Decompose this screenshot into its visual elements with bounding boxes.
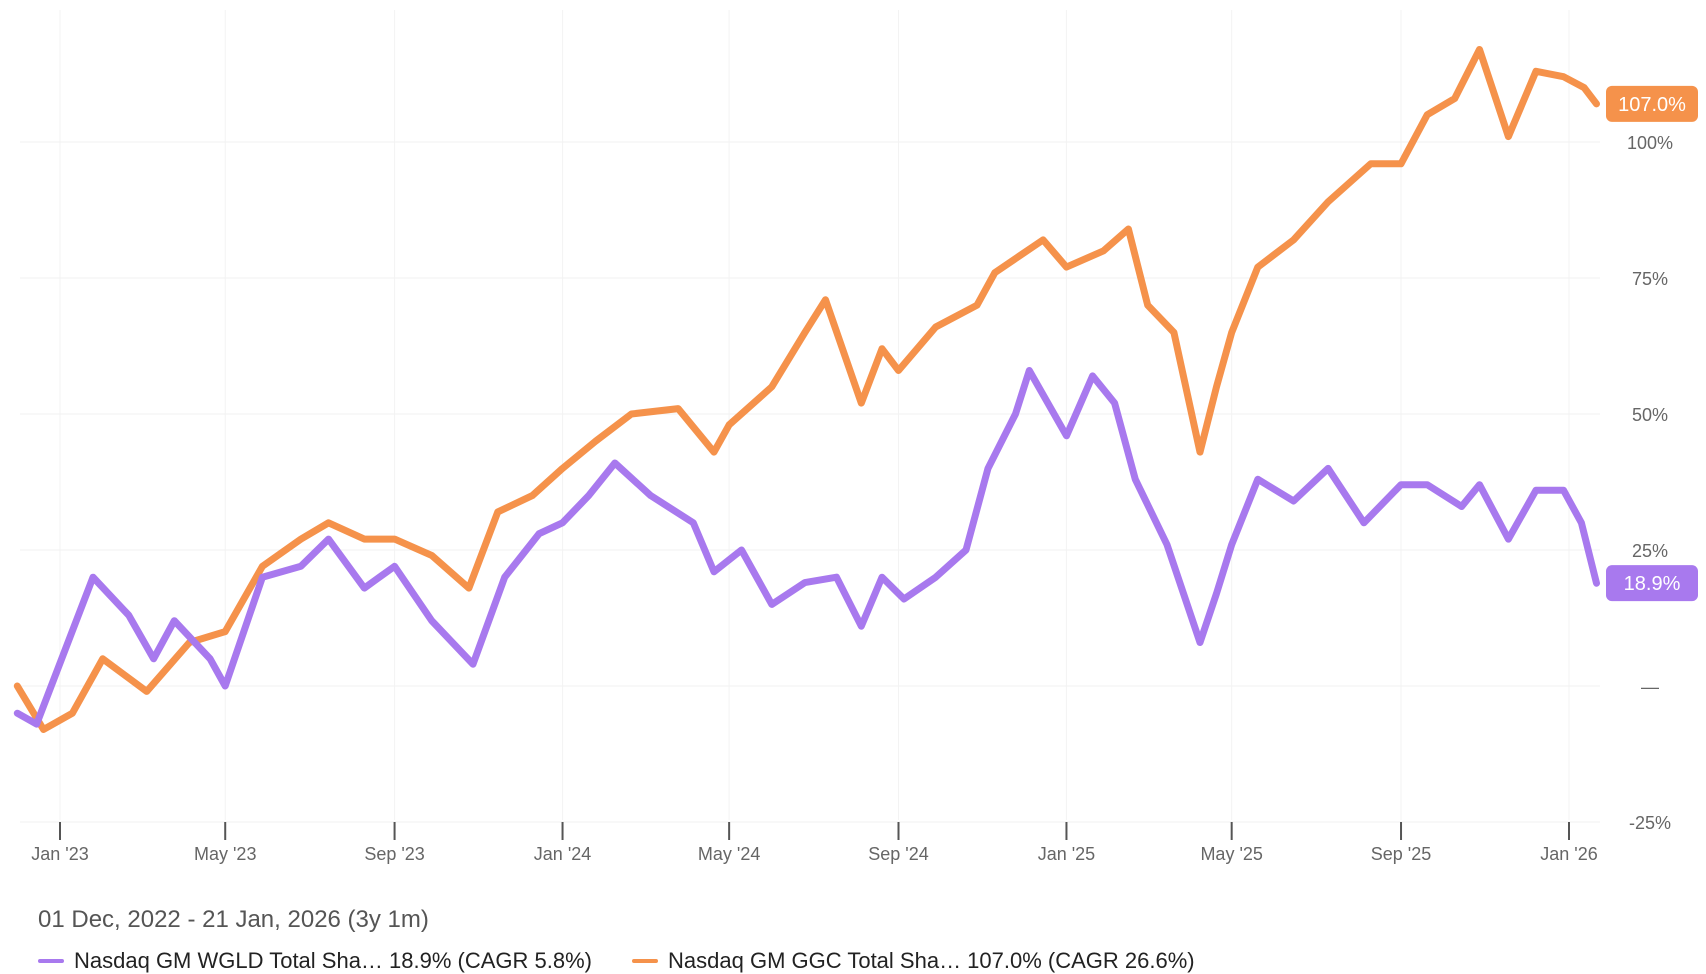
y-tick-label: 75%	[1632, 269, 1668, 289]
legend-item-orange[interactable]: Nasdaq GM GGC Total Sha… 107.0% (CAGR 26…	[632, 948, 1195, 974]
y-tick-label: —	[1641, 677, 1659, 697]
grid	[20, 10, 1600, 823]
series-line-orange	[13, 46, 1600, 733]
end-label-purple: 18.9%	[1624, 573, 1681, 595]
x-tick-label: May '23	[194, 844, 256, 864]
legend-item-purple[interactable]: Nasdaq GM WGLD Total Sha… 18.9% (CAGR 5.…	[38, 948, 592, 974]
y-tick-label: 25%	[1632, 541, 1668, 561]
end-badge-orange	[1606, 85, 1698, 122]
x-tick-label: May '24	[698, 844, 760, 864]
x-tick-label: Jan '23	[31, 844, 88, 864]
legend-label: Nasdaq GM GGC Total Sha… 107.0% (CAGR 26…	[668, 948, 1195, 973]
end-badge-purple	[1606, 565, 1698, 602]
x-tick-label: Sep '25	[1371, 844, 1432, 864]
y-tick-label: 50%	[1632, 405, 1668, 425]
date-range: 01 Dec, 2022 - 21 Jan, 2026 (3y 1m)	[38, 906, 429, 933]
x-tick-label: Jan '25	[1038, 844, 1095, 864]
x-tick-label: Jan '24	[534, 844, 591, 864]
end-label-orange: 107.0%	[1618, 94, 1686, 116]
x-axis: Jan '23 May '23 Sep '23 Jan '24 May '24 Sep '…	[31, 822, 1598, 864]
x-tick-label: Jan '26	[1540, 844, 1597, 864]
y-tick-label: 100%	[1627, 133, 1673, 153]
end-labels: 107.0% 18.9%	[1606, 85, 1698, 602]
series-line-purple	[13, 367, 1600, 728]
y-axis: 100% 75% 50% 25% — -25%	[1627, 133, 1673, 833]
x-tick-label: May '25	[1200, 844, 1262, 864]
series-lines	[13, 46, 1600, 733]
x-tick-label: Sep '24	[868, 844, 929, 864]
legend: Nasdaq GM WGLD Total Sha… 18.9% (CAGR 5.…	[38, 948, 1195, 974]
x-tick-label: Sep '23	[364, 844, 425, 864]
legend-label: Nasdaq GM WGLD Total Sha… 18.9% (CAGR 5.…	[74, 948, 593, 973]
y-tick-label: -25%	[1629, 813, 1671, 833]
